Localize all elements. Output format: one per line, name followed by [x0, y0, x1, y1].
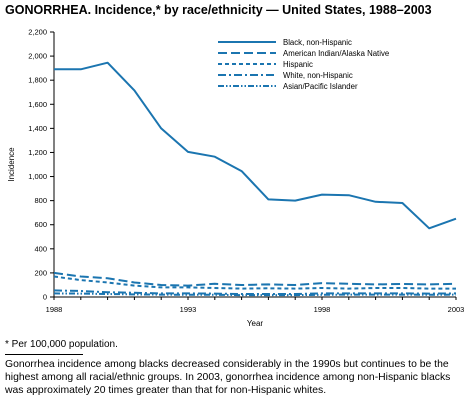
axes [53, 32, 456, 298]
y-tick-label: 200 [34, 268, 47, 277]
x-axis-ticks: 1988 1993 1998 2003 [46, 297, 465, 314]
legend-label: White, non-Hispanic [283, 71, 353, 80]
y-tick-label: 1,000 [28, 172, 47, 181]
caption: Gonorrhea incidence among blacks decreas… [5, 359, 451, 396]
x-tick-label: 1988 [46, 305, 63, 314]
legend-label: Black, non-Hispanic [283, 38, 352, 47]
x-axis-label: Year [247, 319, 264, 328]
chart-title: GONORRHEA. Incidence,* by race/ethnicity… [5, 3, 432, 17]
footnote: * Per 100,000 population. [5, 339, 118, 350]
y-tick-label: 800 [34, 196, 47, 205]
series-lines [53, 61, 457, 297]
y-axis-ticks: 0 200 400 600 800 1,000 1,200 1,400 1,600 1,800 2,… [28, 28, 54, 302]
series-line-1 [53, 271, 457, 287]
legend-label: Hispanic [283, 60, 313, 69]
legend-label: American Indian/Alaska Native [283, 49, 389, 58]
y-tick-label: 2,200 [28, 28, 47, 37]
y-tick-label: 1,800 [28, 76, 47, 85]
y-tick-label: 600 [34, 220, 47, 229]
y-tick-label: 2,000 [28, 52, 47, 61]
y-tick-label: 1,600 [28, 100, 47, 109]
y-tick-label: 1,200 [28, 148, 47, 157]
x-tick-label: 1998 [314, 305, 331, 314]
y-axis-label: Incidence [7, 147, 16, 182]
gonorrhea-line-chart: 0 200 400 600 800 1,000 1,200 1,400 1,600 1,800 2,… [7, 28, 465, 329]
y-tick-label: 0 [43, 293, 47, 302]
x-tick-label: 2003 [448, 305, 465, 314]
y-tick-label: 400 [34, 244, 47, 253]
x-tick-label: 1993 [180, 305, 197, 314]
series-line-4 [53, 292, 457, 297]
legend-label: Asian/Pacific Islander [283, 82, 358, 91]
legend: Black, non-Hispanic American Indian/Alask… [218, 38, 389, 91]
series-line-3 [53, 289, 457, 295]
footnote-divider [5, 354, 83, 355]
series-line-2 [53, 275, 456, 290]
y-tick-label: 1,400 [28, 124, 47, 133]
series-line-0 [54, 61, 457, 230]
